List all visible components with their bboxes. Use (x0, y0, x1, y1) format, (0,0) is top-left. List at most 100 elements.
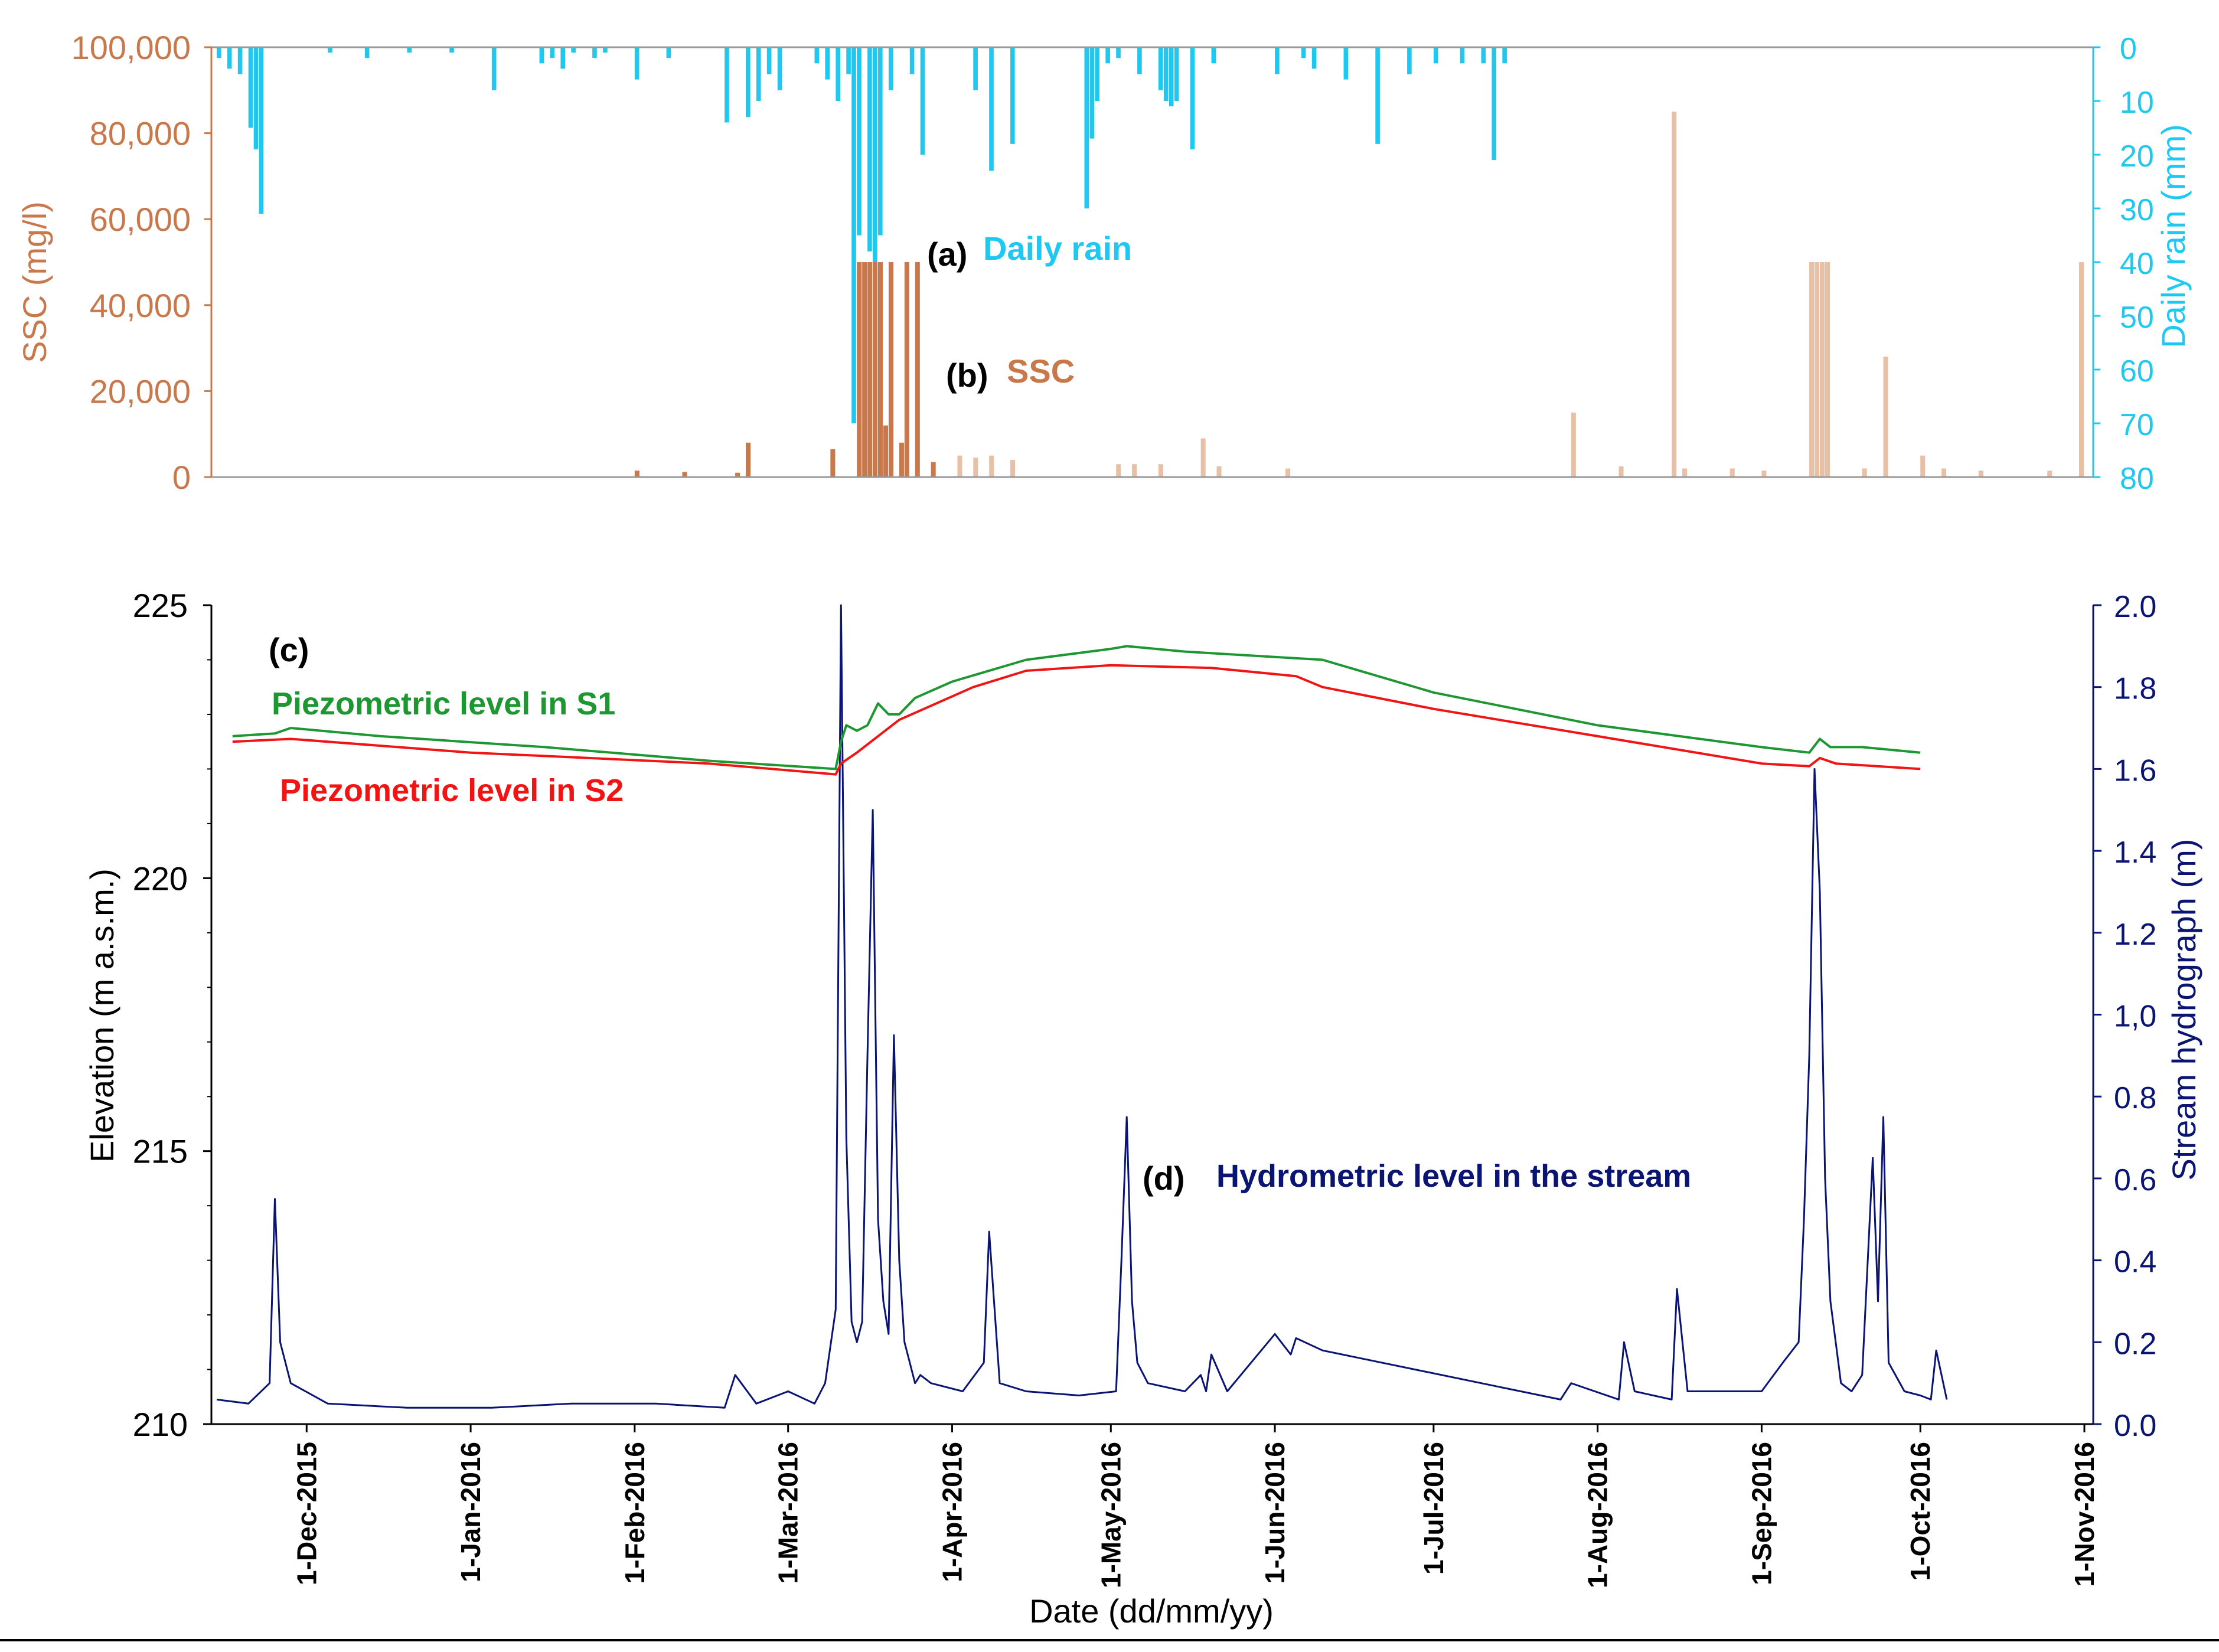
series-lines (216, 604, 1948, 1409)
rain-bar (1211, 47, 1216, 64)
ssc-bar (1158, 464, 1163, 477)
annotation-b-text: SSC (1007, 352, 1075, 390)
rain-bar (1158, 47, 1163, 90)
rain-tick-label: 0 (2120, 32, 2137, 66)
ssc-bar (1682, 468, 1688, 477)
rain-bar (920, 47, 925, 155)
rain-tick-label: 20 (2120, 139, 2154, 174)
ssc-bar (1809, 262, 1815, 477)
rain-bar (227, 47, 232, 69)
x-tick-label: 1-Feb-2016 (619, 1442, 650, 1584)
rain-bar (328, 47, 332, 53)
x-tick-label: 1-Jul-2016 (1418, 1442, 1449, 1575)
rain-bar (216, 47, 221, 58)
rain-bar (1169, 47, 1174, 107)
elevation-tick-label: 210 (133, 1406, 188, 1443)
rain-bar (825, 47, 830, 80)
ssc-tick-label: 0 (172, 459, 191, 496)
rain-bar (909, 47, 915, 74)
bottom-panel: 225 220 215 210 2.0 1.8 1.6 1.4 1.2 1,0 0.8 0.6 0.4… (83, 587, 2202, 1630)
stream-tick-label: 1.4 (2114, 835, 2156, 870)
rain-bar (1089, 47, 1095, 139)
rain-bar (237, 47, 243, 74)
rain-bar (1275, 47, 1280, 74)
x-tick-label: 1-Nov-2016 (2069, 1442, 2100, 1586)
ssc-bar (1862, 468, 1867, 477)
ssc-bar (1618, 466, 1624, 477)
rain-bar (1174, 47, 1179, 101)
rain-tick-label: 40 (2120, 247, 2154, 281)
rain-bar (836, 47, 840, 101)
rain-bar (449, 47, 454, 53)
rain-bar (1433, 47, 1438, 64)
annotation-d-label: (d) (1143, 1160, 1185, 1197)
ssc-bar (1819, 262, 1825, 477)
rain-bar (867, 47, 872, 252)
ssc-bar (862, 262, 867, 477)
rain-bar (1460, 47, 1465, 64)
ssc-tick-label: 40,000 (90, 287, 191, 324)
ssc-bar (1216, 466, 1222, 477)
ssc-tick-label: 80,000 (90, 115, 191, 152)
rain-bar (248, 47, 253, 128)
annotation-c-label: (c) (269, 631, 309, 668)
rain-bar (1481, 47, 1486, 64)
ssc-bar (2047, 471, 2052, 477)
stream-line (216, 604, 1948, 1409)
rain-bar (746, 47, 750, 117)
ssc-bar (1883, 357, 1888, 477)
elevation-tick-label: 225 (133, 587, 188, 624)
ssc-bar (1285, 468, 1291, 477)
x-tick-label: 1-Jan-2016 (455, 1442, 486, 1582)
rain-bar (989, 47, 994, 171)
ssc-bar (857, 262, 862, 477)
rain-tick-label: 10 (2120, 86, 2154, 120)
rain-bar (888, 47, 893, 90)
ssc-bar (1116, 464, 1121, 477)
ssc-bar (634, 471, 639, 477)
ssc-bars (634, 112, 2084, 477)
stream-tick-label: 1.8 (2114, 672, 2156, 706)
rain-bar (1095, 47, 1100, 101)
ssc-bar (931, 462, 936, 477)
ssc-bar (746, 442, 751, 477)
ssc-bar (830, 449, 836, 477)
rain-bar (1375, 47, 1380, 144)
stream-tick-label: 0.2 (2114, 1327, 2156, 1361)
rain-bar (1116, 47, 1121, 58)
rain-bar (846, 47, 851, 74)
ssc-bar (1672, 112, 1677, 477)
rain-bar (878, 47, 883, 236)
ssc-bar (883, 425, 889, 477)
rain-bar (1084, 47, 1089, 208)
label-s1: Piezometric level in S1 (272, 686, 615, 721)
s2-line (232, 664, 1921, 776)
rain-tick-label: 60 (2120, 354, 2154, 388)
rain-bar (857, 47, 862, 236)
rain-bar (1502, 47, 1507, 64)
ssc-bar (1920, 455, 1926, 477)
stream-tick-label: 0.0 (2114, 1409, 2156, 1443)
stream-tick-label: 0.6 (2114, 1163, 2156, 1197)
top-right-tick-labels: 0 10 20 30 40 50 60 70 80 (2093, 32, 2154, 496)
x-tick-label: 1-May-2016 (1095, 1442, 1126, 1588)
rain-tick-label: 30 (2120, 193, 2154, 227)
ssc-bar (1571, 412, 1576, 477)
top-panel: 100,000 80,000 60,000 40,000 20,000 0 0 10 20 30… (16, 29, 2192, 496)
ssc-bar (1825, 262, 1830, 477)
rain-bar (1137, 47, 1142, 74)
rain-bar (851, 47, 856, 423)
ssc-bar (888, 262, 894, 477)
ssc-bar (1941, 468, 1947, 477)
rain-axis-title: Daily rain (mm) (2155, 124, 2192, 348)
rain-bar (777, 47, 782, 90)
x-tick-label: 1-Mar-2016 (773, 1442, 804, 1584)
label-stream: Hydrometric level in the stream (1216, 1158, 1691, 1194)
rain-bar (259, 47, 264, 214)
stream-tick-label: 1.6 (2114, 753, 2156, 788)
rain-bar (491, 47, 497, 90)
elevation-tick-label: 220 (133, 860, 188, 897)
stream-tick-label: 1.2 (2114, 918, 2156, 952)
